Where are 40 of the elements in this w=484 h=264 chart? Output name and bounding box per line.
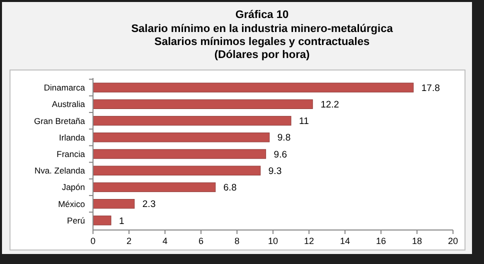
- x-tick-label: 4: [162, 236, 168, 246]
- x-tick-label: 18: [412, 236, 422, 246]
- data-label: 9.6: [274, 149, 288, 160]
- data-label: 11: [299, 116, 309, 128]
- x-tick-label: 6: [198, 236, 204, 246]
- y-tick-label: Nva. Zelanda: [34, 166, 86, 176]
- x-tick-label: 2: [126, 236, 132, 246]
- y-tick-label: Francia: [56, 148, 86, 159]
- bar: [92, 166, 261, 176]
- data-label: 12.2: [320, 99, 340, 110]
- bar: [92, 216, 112, 226]
- bar: [92, 182, 216, 192]
- data-label: 6.8: [223, 182, 237, 194]
- x-tick-label: 12: [304, 236, 314, 246]
- x-tick-label: 14: [340, 236, 350, 246]
- y-tick-label: Gran Bretaña: [34, 116, 86, 126]
- data-label: 9.8: [277, 132, 291, 144]
- bar: [92, 149, 266, 159]
- y-tick-label: Japón: [62, 182, 86, 192]
- data-label: 2.3: [142, 199, 156, 210]
- bar: [92, 116, 292, 126]
- x-tick-label: 10: [268, 236, 278, 246]
- chart-title: Gráfica 10: [235, 9, 289, 21]
- y-tick-label: Perú: [67, 215, 86, 226]
- y-tick-label: Dinamarca: [44, 82, 86, 93]
- x-tick-label: 8: [234, 236, 240, 246]
- y-tick-label: Irlanda: [59, 132, 86, 142]
- bar: [92, 82, 414, 92]
- data-label: 1: [119, 216, 124, 227]
- bar: [92, 99, 313, 109]
- chart-subtitle: Salario mínimo en la industria minero-metalúrgica Salarios mínimos legales y contractuales (Dólares por hora): [131, 23, 394, 61]
- bar: [92, 132, 270, 142]
- y-tick-label: México: [58, 198, 86, 209]
- y-tick-label: Australia: [52, 99, 86, 110]
- data-label: 9.3: [268, 166, 282, 177]
- bar: [92, 199, 135, 209]
- x-tick-label: 20: [448, 236, 458, 246]
- x-tick-label: 16: [376, 236, 386, 246]
- x-tick-label: 0: [90, 236, 96, 246]
- data-label: 17.8: [421, 82, 440, 94]
